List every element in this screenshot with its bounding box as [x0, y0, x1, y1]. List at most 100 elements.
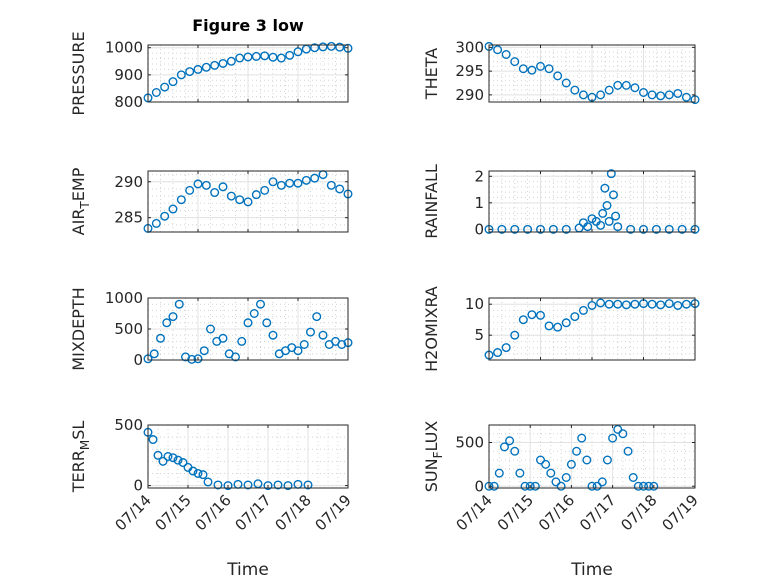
- data-point: [226, 191, 236, 201]
- data-point: [630, 83, 640, 93]
- data-point: [602, 200, 612, 210]
- data-point: [276, 53, 286, 63]
- data-point: [160, 211, 170, 221]
- data-point: [572, 446, 582, 456]
- data-point: [210, 188, 220, 198]
- data-point: [218, 182, 228, 192]
- subplot-h2omixra: 5 10 H2OMIXRA: [422, 286, 700, 372]
- data-point: [536, 455, 546, 465]
- y-tick-label: 500: [114, 416, 143, 434]
- data-point: [210, 60, 220, 70]
- data-point: [501, 50, 511, 60]
- data-point: [178, 458, 188, 468]
- axes-box: [488, 424, 696, 489]
- data-point: [664, 299, 674, 309]
- data-point: [176, 195, 186, 205]
- data-point: [218, 58, 228, 68]
- data-point: [251, 190, 261, 200]
- data-point: [283, 481, 293, 491]
- data-point: [162, 318, 172, 328]
- data-point: [151, 218, 161, 228]
- data-point: [218, 333, 228, 343]
- data-point: [592, 481, 602, 491]
- data-point: [536, 61, 546, 71]
- data-point: [613, 299, 623, 309]
- data-point: [263, 481, 273, 491]
- data-point: [493, 348, 503, 358]
- y-axis-label: RAINFALL: [422, 164, 441, 239]
- data-point: [639, 224, 649, 234]
- data-point: [596, 220, 606, 230]
- data-point: [285, 50, 295, 60]
- data-point: [604, 299, 614, 309]
- y-axis-label: THETA: [422, 48, 441, 100]
- data-point: [187, 354, 197, 364]
- data-point: [561, 473, 571, 483]
- y-tick-label: 500: [455, 434, 484, 452]
- data-point: [630, 299, 640, 309]
- y-tick-label: 300: [455, 38, 484, 56]
- y-axis-label-rest: SL: [69, 421, 88, 440]
- y-tick-label: 1: [474, 194, 484, 212]
- data-point: [651, 224, 661, 234]
- y-axis-label-rest: EMP: [69, 167, 88, 201]
- data-point: [326, 41, 336, 51]
- data-point: [602, 455, 612, 465]
- x-axis-label: Time: [570, 560, 613, 580]
- data-point: [613, 424, 623, 434]
- data-point: [223, 481, 233, 491]
- data-point: [213, 480, 223, 490]
- data-point: [158, 456, 168, 466]
- data-point: [268, 177, 278, 187]
- data-point: [673, 88, 683, 98]
- data-point: [193, 179, 203, 189]
- data-point: [168, 453, 178, 463]
- data-point: [600, 183, 610, 193]
- y-axis-label: H2OMIXRA: [422, 286, 441, 372]
- data-point: [293, 178, 303, 188]
- data-point: [598, 208, 608, 218]
- data-point: [515, 468, 525, 478]
- data-point: [656, 91, 666, 101]
- y-axis-label: SUNFLUX: [422, 421, 445, 493]
- data-point: [523, 224, 533, 234]
- data-point: [243, 197, 253, 207]
- data-point: [664, 90, 674, 100]
- data-point: [268, 52, 278, 62]
- data-point: [611, 211, 621, 221]
- data-point: [273, 480, 283, 490]
- data-point: [561, 224, 571, 234]
- data-point: [256, 299, 266, 309]
- data-point: [536, 310, 546, 320]
- data-point: [561, 318, 571, 328]
- subplot-pressure: 800 900 1000 PRESSURE: [69, 31, 353, 116]
- data-point: [577, 433, 587, 443]
- y-tick-label: 800: [114, 93, 143, 111]
- data-point: [237, 336, 247, 346]
- data-point: [188, 466, 198, 476]
- data-point: [587, 300, 597, 310]
- y-axis-label: MIXDEPTH: [69, 287, 88, 370]
- data-point: [681, 299, 691, 309]
- data-point: [570, 312, 580, 322]
- data-point: [235, 195, 245, 205]
- data-point: [501, 343, 511, 353]
- data-point: [153, 450, 163, 460]
- data-point: [546, 468, 556, 478]
- data-point: [597, 477, 607, 487]
- y-tick-label: 900: [114, 66, 143, 84]
- data-point: [541, 459, 551, 469]
- data-point: [198, 470, 208, 480]
- y-tick-label: 1000: [105, 289, 143, 307]
- data-point: [604, 85, 614, 95]
- data-point: [626, 224, 636, 234]
- data-point: [587, 481, 597, 491]
- data-point: [647, 299, 657, 309]
- data-point: [527, 310, 537, 320]
- data-point: [606, 169, 616, 179]
- data-point: [337, 340, 347, 350]
- data-point: [262, 318, 272, 328]
- data-point: [260, 51, 270, 61]
- data-point: [193, 64, 203, 74]
